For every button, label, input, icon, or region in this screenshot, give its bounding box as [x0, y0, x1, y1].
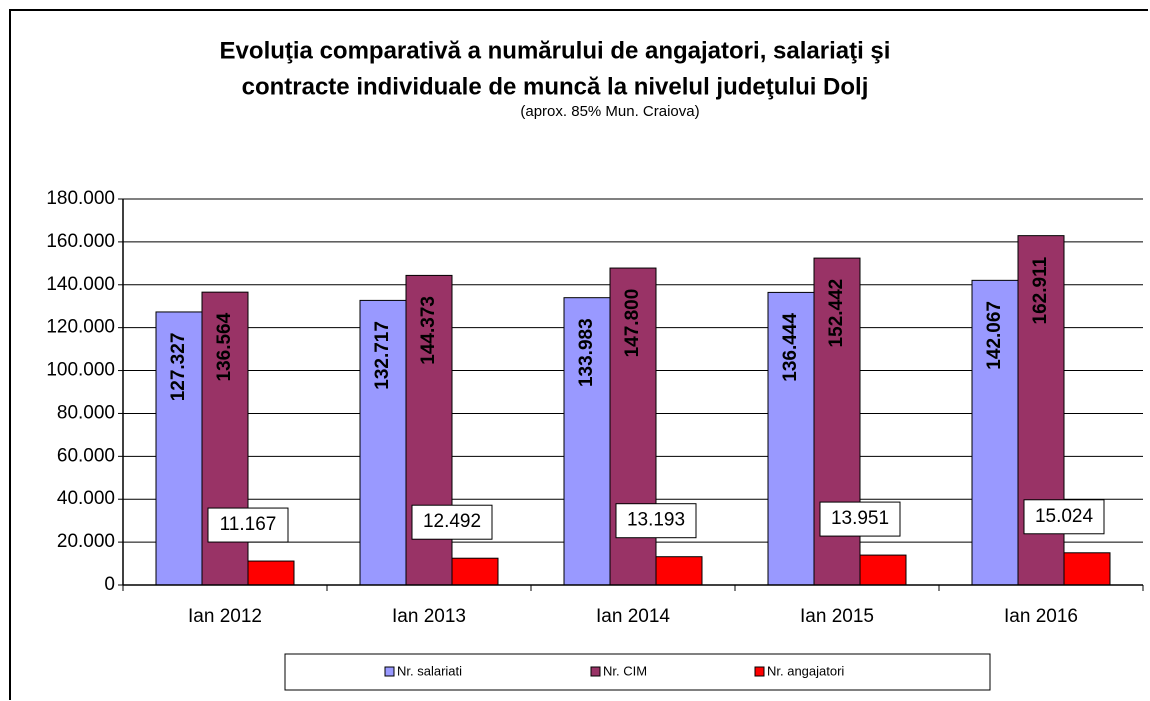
legend-swatch [590, 666, 601, 677]
y-tick-label: 40.000 [57, 488, 115, 509]
bar [655, 556, 703, 586]
value-label: 136.564 [214, 312, 235, 381]
x-tick-label: Ian 2016 [1004, 606, 1078, 627]
y-tick-label: 160.000 [46, 231, 115, 252]
y-tick-label: 60.000 [57, 445, 115, 466]
legend-swatch [754, 666, 765, 677]
frame [9, 9, 1148, 700]
value-label: 136.444 [780, 313, 801, 382]
bar [155, 311, 203, 586]
legend [284, 653, 991, 691]
x-tick-label: Ian 2013 [392, 606, 466, 627]
value-label-box [1023, 499, 1105, 535]
legend-label: Nr. angajatori [767, 663, 844, 678]
y-tick-label: 120.000 [46, 317, 115, 338]
chart-title: Evoluţia comparativă a numărului de anga… [220, 37, 891, 64]
bar [451, 557, 499, 586]
legend-swatch [384, 666, 395, 677]
value-label-box [819, 501, 901, 537]
value-label: 127.327 [168, 333, 189, 402]
y-tick-label: 0 [104, 574, 115, 595]
value-label-box [207, 507, 289, 543]
value-label: 15.024 [1035, 506, 1094, 527]
value-label-box [411, 504, 493, 540]
y-tick-label: 80.000 [57, 402, 115, 423]
y-tick-label: 180.000 [46, 188, 115, 209]
value-label: 144.373 [418, 296, 439, 365]
x-tick-label: Ian 2014 [596, 606, 670, 627]
bar [1063, 552, 1111, 586]
value-label: 13.193 [627, 510, 685, 531]
value-label: 13.951 [831, 508, 889, 529]
value-label: 133.983 [576, 318, 597, 387]
value-label: 142.067 [984, 301, 1005, 370]
bar [247, 560, 295, 586]
legend-label: Nr. CIM [603, 663, 647, 678]
chart-title: contracte individuale de muncă la nivelu… [242, 73, 869, 100]
x-tick-label: Ian 2012 [188, 606, 262, 627]
x-tick-label: Ian 2015 [800, 606, 874, 627]
y-tick-label: 20.000 [57, 531, 115, 552]
chart-subtitle: (aprox. 85% Mun. Craiova) [520, 103, 699, 120]
legend-label: Nr. salariati [397, 663, 462, 678]
bar [859, 554, 907, 586]
bar [767, 291, 815, 586]
value-label: 11.167 [220, 514, 277, 535]
value-label: 162.911 [1030, 256, 1051, 324]
bar [563, 297, 611, 586]
y-tick-label: 140.000 [46, 274, 115, 295]
value-label: 12.492 [423, 511, 481, 532]
value-label: 152.442 [826, 279, 847, 348]
value-label: 147.800 [622, 289, 643, 358]
y-tick-label: 100.000 [46, 360, 115, 381]
value-label-box [615, 503, 697, 539]
value-label: 132.717 [372, 321, 393, 390]
